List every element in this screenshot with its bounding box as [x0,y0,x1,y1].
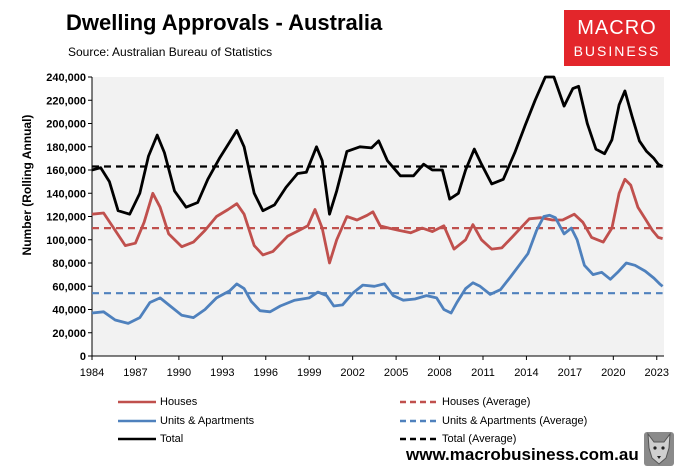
website-url: www.macrobusiness.com.au [406,445,639,464]
legend-swatch [118,419,156,423]
y-tick-label: 240,000 [46,72,86,84]
legend-item: Units & Apartments (Average) [400,415,587,427]
y-tick-label: 80,000 [52,258,86,270]
y-tick-label: 180,000 [46,142,86,154]
legend-label: Houses (Average) [442,396,531,408]
x-tick-label: 2023 [645,367,669,379]
series-line-total [91,75,664,216]
x-tick-label: 1996 [254,367,278,379]
legend-swatch [400,400,438,404]
legend-label: Units & Apartments [160,415,255,427]
wolf-icon [644,432,674,466]
x-tick-label: 2017 [558,367,582,379]
x-tick-label: 1990 [167,367,191,379]
legend-item: Units & Apartments [118,415,254,427]
logo-line-2: BUSINESS [573,43,661,59]
x-tick-label: 2014 [514,367,538,379]
legend-swatch [118,437,156,441]
y-tick-label: 120,000 [46,212,86,224]
legend-item: Total [118,433,183,445]
x-tick-label: 2002 [340,367,364,379]
y-axis-label: Number (Rolling Annual) [20,114,34,256]
chart-source: Source: Australian Bureau of Statistics [68,45,273,59]
y-tick-label: 100,000 [46,235,86,247]
logo-line-1: MACRO [577,17,657,39]
x-tick-label: 1984 [80,367,104,379]
x-tick-label: 1993 [210,367,234,379]
y-tick-label: 40,000 [52,305,86,317]
x-tick-label: 2020 [601,367,625,379]
legend-swatch [118,400,156,404]
y-tick-label: 0 [80,351,86,363]
y-tick-label: 140,000 [46,188,86,200]
legend-swatch [400,437,438,441]
x-tick-label: 2011 [471,367,495,379]
x-tick-label: 1987 [123,367,147,379]
legend-item: Houses (Average) [400,396,530,408]
series-line-houses [91,177,663,265]
legend-label: Units & Apartments (Average) [442,415,588,427]
y-tick-label: 60,000 [52,281,86,293]
y-tick-label: 20,000 [52,328,86,340]
y-tick-label: 220,000 [46,95,86,107]
x-tick-label: 1999 [297,367,321,379]
x-tick-label: 2008 [427,367,451,379]
series-line-units-apartments [91,213,664,325]
legend-item: Total (Average) [400,433,516,445]
y-tick-label: 160,000 [46,165,86,177]
legend-swatch [400,419,438,423]
legend-label: Total (Average) [442,433,517,445]
macro-business-logo: MACRO BUSINESS [564,10,670,66]
legend-label: Total [160,433,184,445]
legend-label: Houses [160,396,198,408]
y-tick-label: 200,000 [46,119,86,131]
x-tick-label: 2005 [384,367,408,379]
page-title: Dwelling Approvals - Australia [66,10,383,35]
legend-item: Houses [118,396,197,408]
